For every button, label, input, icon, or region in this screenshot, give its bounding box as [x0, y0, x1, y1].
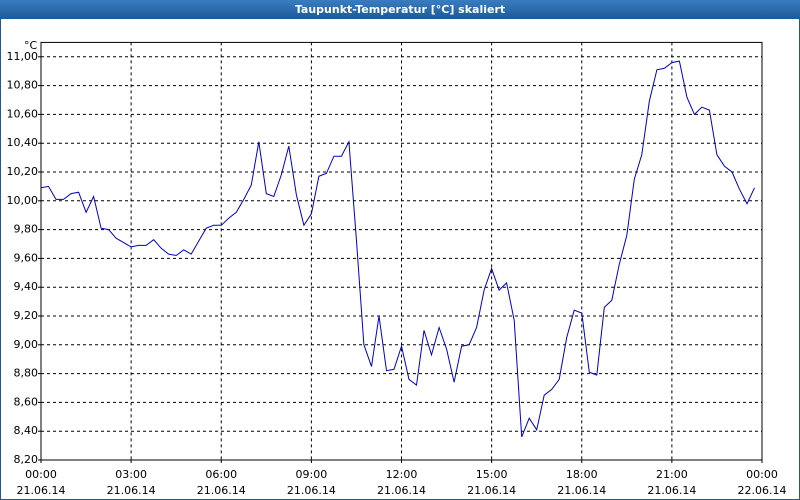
x-tick-date: 21.06.14: [287, 484, 336, 497]
x-tick-date: 21.06.14: [467, 484, 516, 497]
y-tick-label: 10,60: [7, 107, 39, 120]
x-tick-time: 15:00: [476, 468, 508, 481]
x-tick-date: 21.06.14: [377, 484, 426, 497]
x-tick-time: 00:00: [25, 468, 57, 481]
x-tick-time: 00:00: [746, 468, 778, 481]
x-tick-date: 22.06.14: [738, 484, 787, 497]
y-tick-label: 9,80: [14, 223, 39, 236]
x-tick-date: 21.06.14: [647, 484, 696, 497]
y-tick-label: 11,00: [7, 50, 39, 63]
y-tick-label: 10,00: [7, 194, 39, 207]
x-tick-time: 18:00: [566, 468, 598, 481]
y-tick-label: 9,60: [14, 251, 39, 264]
y-tick-label: 8,40: [14, 424, 39, 437]
y-tick-label: 8,20: [14, 453, 39, 466]
chart-title: Taupunkt-Temperatur [°C] skaliert: [295, 3, 505, 16]
x-tick-date: 21.06.14: [17, 484, 66, 497]
y-unit: °C: [24, 39, 38, 52]
x-tick-date: 21.06.14: [197, 484, 246, 497]
y-tick-label: 9,40: [14, 280, 39, 293]
x-tick-date: 21.06.14: [557, 484, 606, 497]
y-tick-label: 9,20: [14, 309, 39, 322]
x-tick-time: 09:00: [296, 468, 328, 481]
y-tick-label: 10,80: [7, 79, 39, 92]
x-tick-time: 21:00: [656, 468, 688, 481]
x-tick-time: 06:00: [205, 468, 237, 481]
y-tick-label: 10,20: [7, 165, 39, 178]
title-bar: [0, 0, 800, 19]
x-tick-time: 03:00: [115, 468, 147, 481]
x-tick-date: 21.06.14: [107, 484, 156, 497]
x-tick-time: 12:00: [386, 468, 418, 481]
y-tick-label: 10,40: [7, 136, 39, 149]
y-tick-label: 9,00: [14, 338, 39, 351]
y-tick-label: 8,60: [14, 395, 39, 408]
y-tick-label: 8,80: [14, 367, 39, 380]
data-line: [40, 60, 755, 438]
